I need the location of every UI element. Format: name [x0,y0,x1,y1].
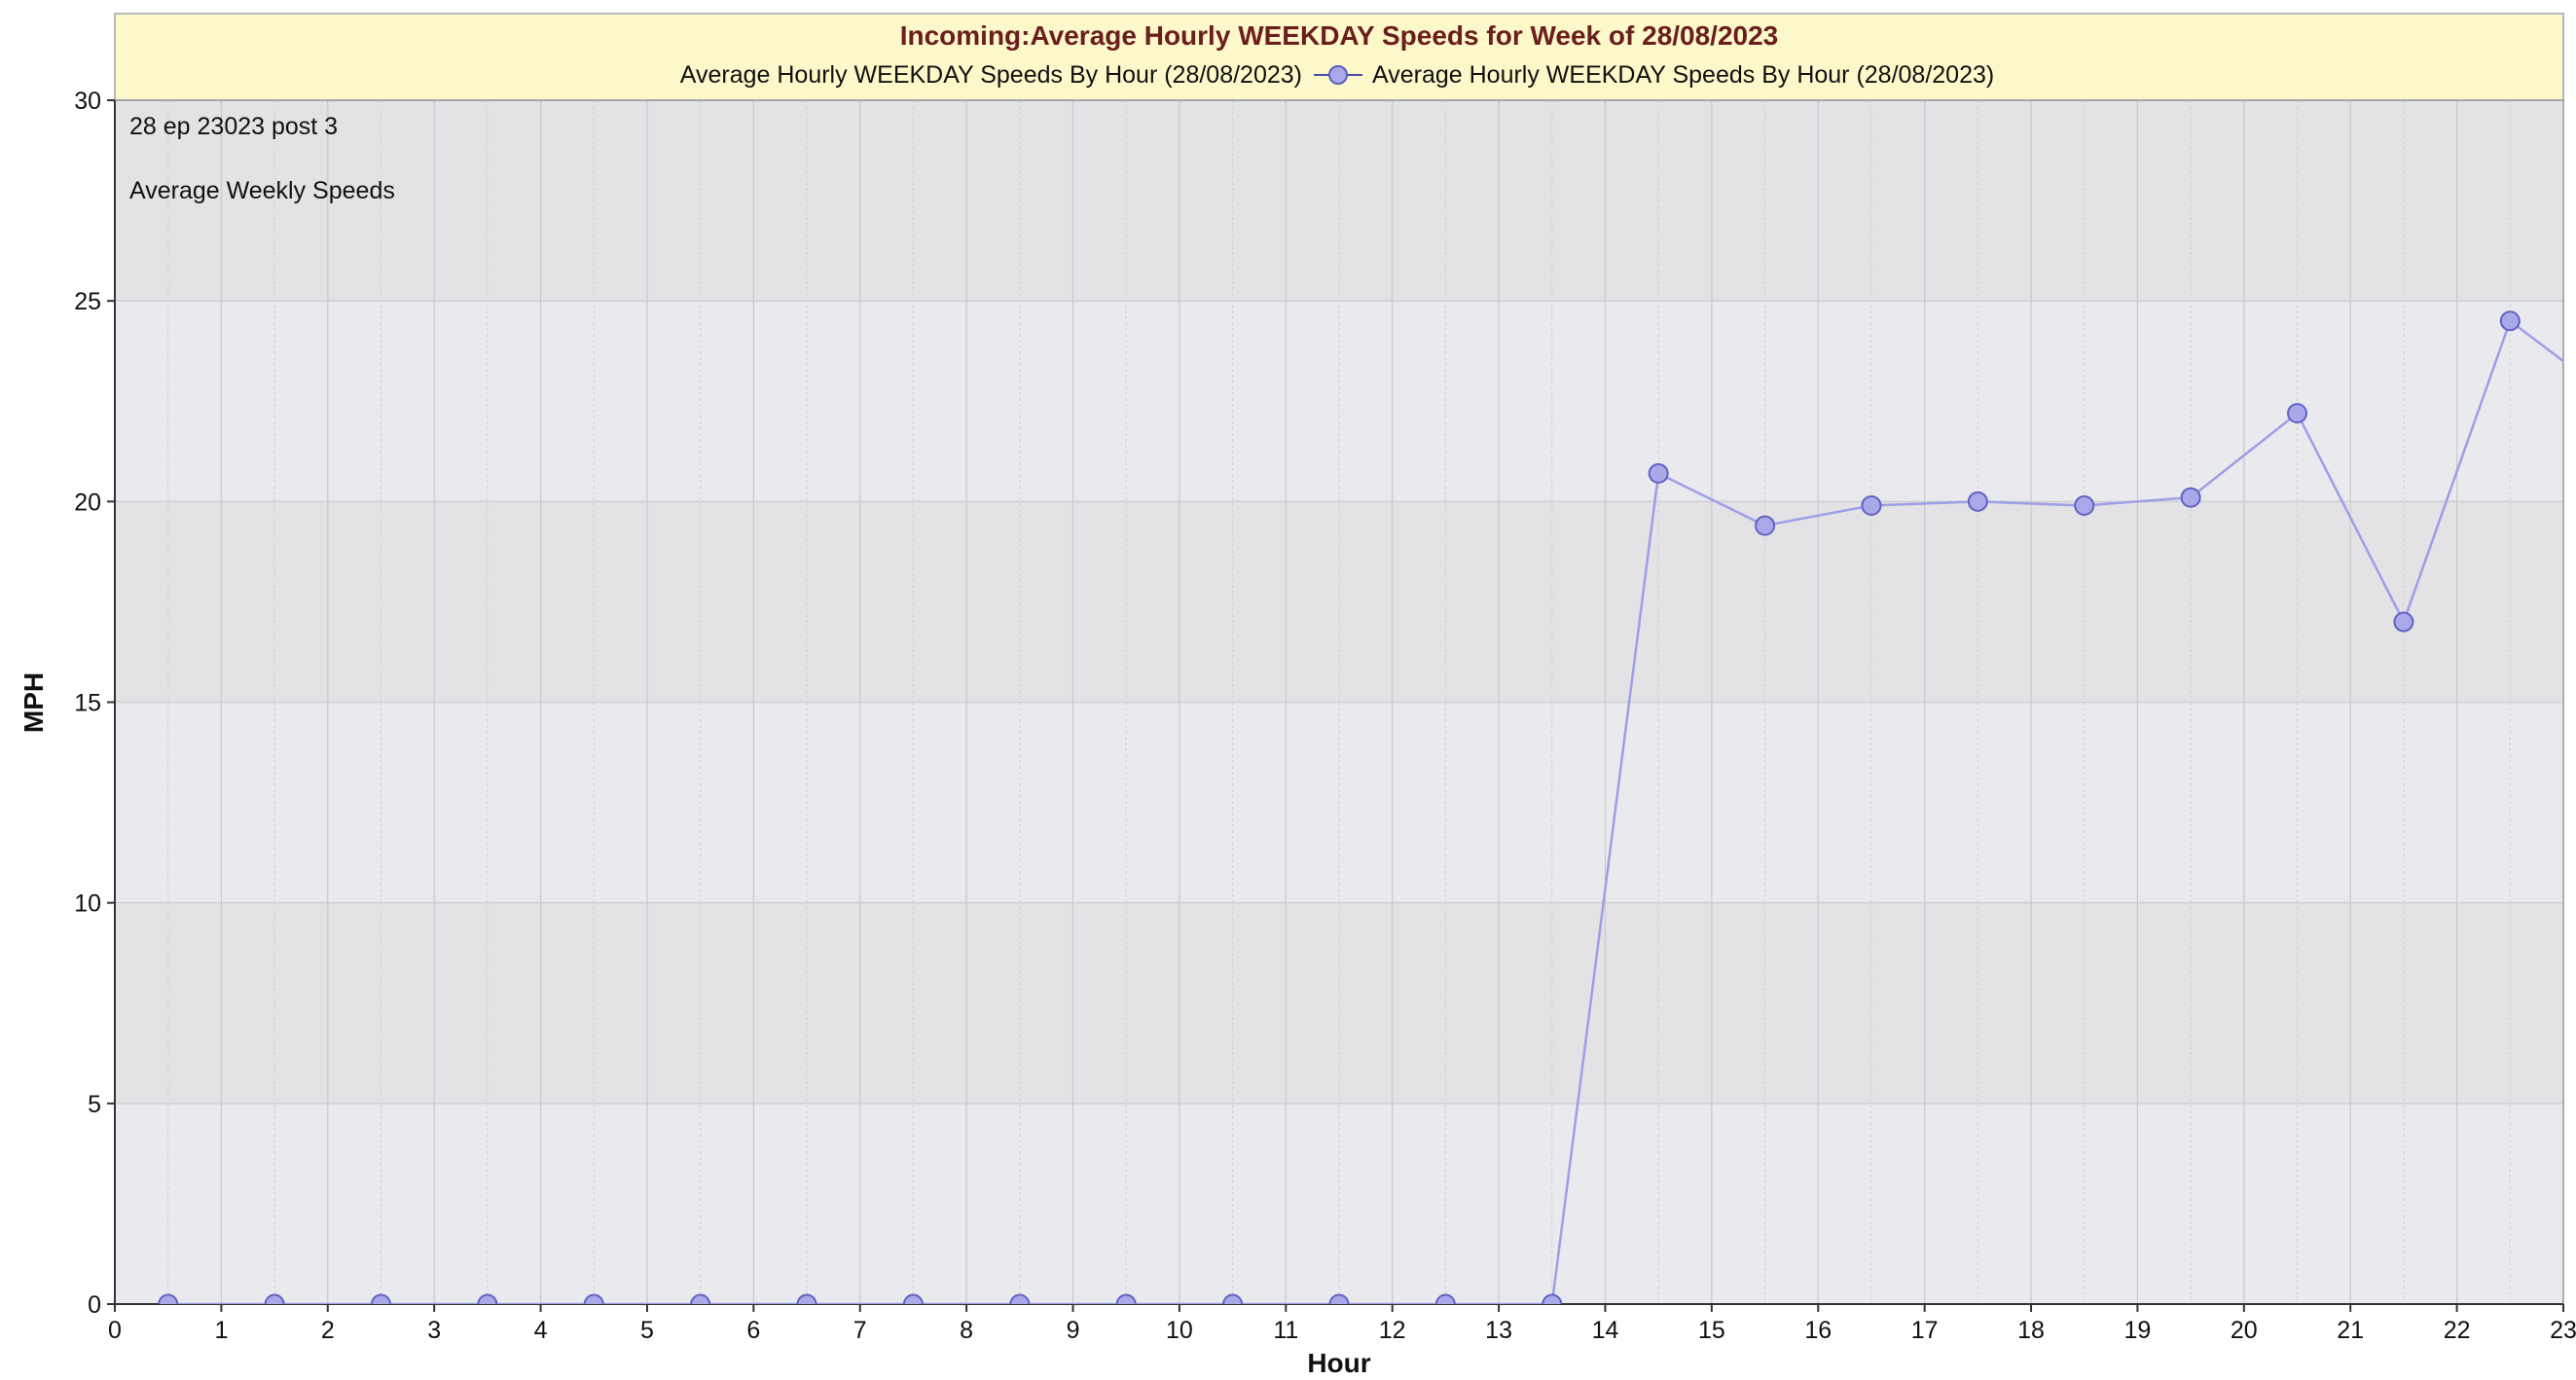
data-point [1755,515,1776,536]
y-tick-label: 10 [74,890,101,918]
x-tick-label: 7 [853,1317,867,1344]
x-tick-label: 12 [1379,1317,1406,1344]
legend-label-right: Average Hourly WEEKDAY Speeds By Hour (2… [1372,61,1994,89]
data-point [1328,1293,1350,1304]
chart-title: Incoming:Average Hourly WEEKDAY Speeds f… [900,20,1779,51]
x-axis-title: Hour [1307,1348,1370,1378]
data-point [1222,1293,1244,1304]
data-point [2074,494,2095,516]
x-tick-label: 15 [1698,1317,1725,1344]
y-tick-label: 15 [74,690,101,717]
x-tick-label: 8 [960,1317,973,1344]
x-tick-label: 11 [1273,1317,1298,1344]
data-point [1542,1293,1563,1304]
legend: Average Hourly WEEKDAY Speeds By Hour (2… [680,61,1994,89]
annotation-post: 28 ep 23023 post 3 [129,113,338,140]
x-tick-label: 1 [214,1317,228,1344]
data-point [583,1293,604,1304]
y-tick-label: 30 [74,88,101,115]
data-point [158,1293,179,1304]
data-point [1115,1293,1137,1304]
x-tick-label: 13 [1485,1317,1512,1344]
data-point [1861,494,1882,516]
legend-label-left: Average Hourly WEEKDAY Speeds By Hour (2… [680,61,1302,89]
data-point [2287,403,2308,424]
legend-marker-swatch [1328,65,1348,85]
y-tick-label: 5 [88,1091,101,1118]
y-tick-label: 0 [88,1291,101,1319]
y-tick-label: 25 [74,288,101,315]
annotation-average-weekly: Average Weekly Speeds [129,177,395,204]
series-line [167,318,2563,1304]
x-tick-label: 23 [2550,1317,2576,1344]
x-tick-label: 4 [534,1317,548,1344]
data-point [902,1293,924,1304]
data-point [1967,490,1988,512]
x-tick-label: 20 [2231,1317,2258,1344]
data-point [2393,611,2414,633]
data-point [1434,1293,1456,1304]
plot-band [115,902,2563,1104]
x-tick-label: 18 [2017,1317,2045,1344]
x-tick-label: 3 [427,1317,441,1344]
x-tick-label: 9 [1067,1317,1080,1344]
y-tick-label: 20 [74,489,101,516]
x-tick-label: 10 [1166,1317,1193,1344]
data-point [2499,310,2521,332]
x-tick-label: 5 [640,1317,654,1344]
plot-band [115,501,2563,703]
y-axis-title: MPH [18,672,49,733]
data-point [1009,1293,1031,1304]
x-tick-label: 2 [321,1317,335,1344]
x-tick-label: 16 [1804,1317,1832,1344]
x-tick-label: 14 [1592,1317,1619,1344]
data-point [690,1293,711,1304]
data-point [2180,487,2201,508]
data-point [477,1293,498,1304]
chart-header-band [114,13,2564,101]
x-tick-label: 0 [108,1317,122,1344]
x-ticks: 0 1 2 3 4 5 6 7 8 9 10 11 12 13 14 15 16 17 18 19 20 21 22 23 [108,1304,2576,1344]
x-tick-label: 6 [746,1317,760,1344]
x-tick-label: 17 [1911,1317,1939,1344]
y-ticks: 0 5 10 15 20 25 30 [74,88,115,1319]
x-tick-label: 21 [2337,1317,2364,1344]
data-point [1648,462,1669,484]
data-point [264,1293,285,1304]
data-point [796,1293,817,1304]
plot-band [115,301,2563,502]
data-point [370,1293,391,1304]
x-tick-label: 19 [2124,1317,2152,1344]
series-group [158,310,2563,1304]
x-tick-label: 22 [2444,1317,2471,1344]
